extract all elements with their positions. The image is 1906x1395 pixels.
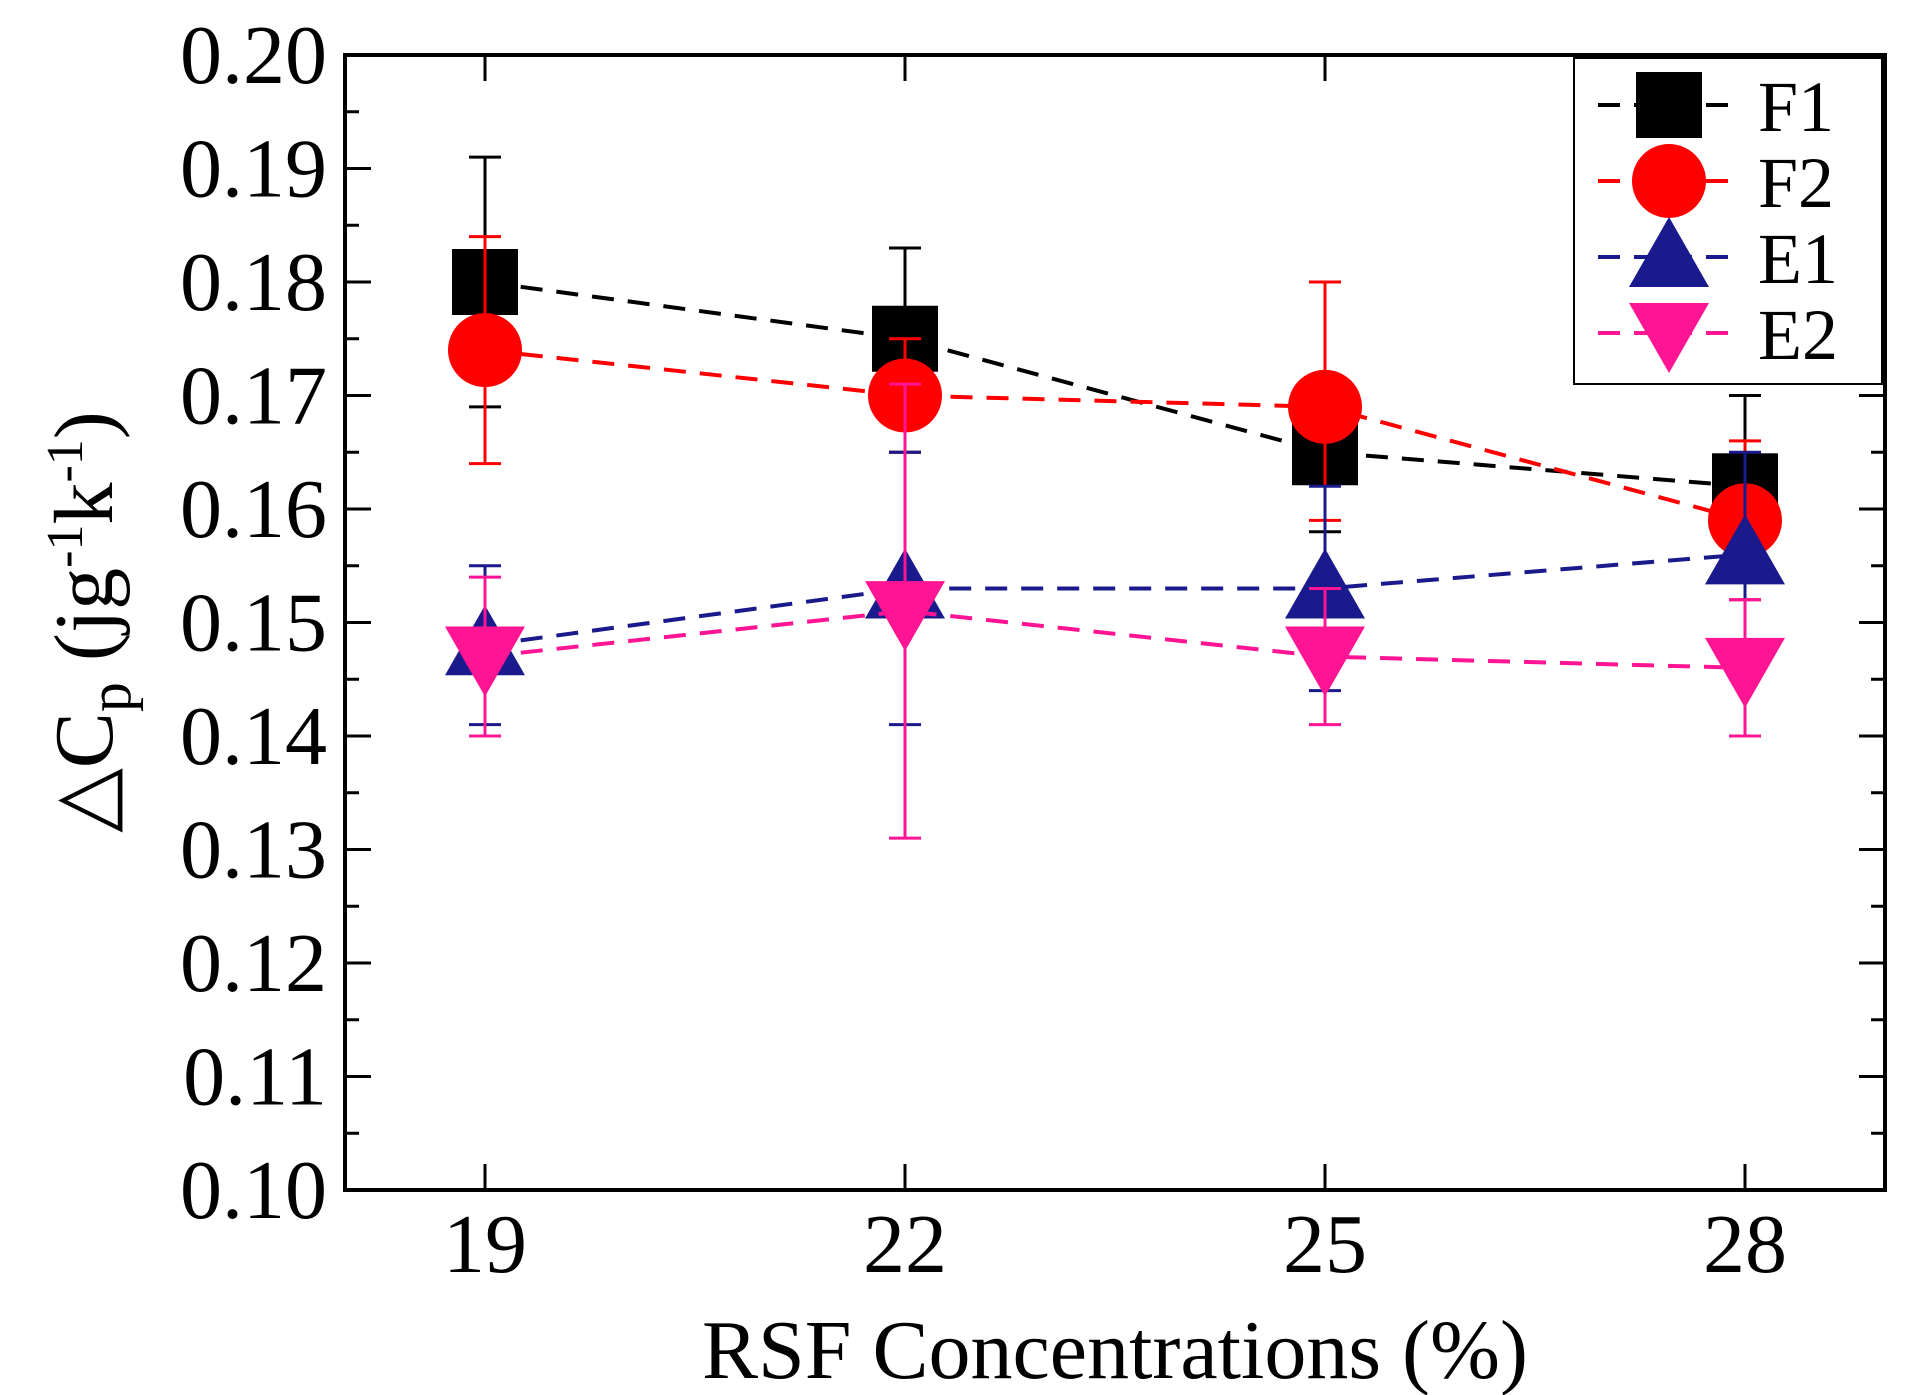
y-label-open: (jg — [38, 568, 131, 682]
y-tick-label: 0.19 — [180, 123, 327, 216]
data-point — [1705, 514, 1785, 585]
series-line — [484, 552, 1746, 648]
data-point — [1285, 548, 1365, 619]
y-tick-label: 0.18 — [180, 236, 327, 329]
data-point — [865, 581, 945, 652]
y-label-sup2: -1 — [37, 439, 94, 482]
data-point — [448, 313, 522, 388]
data-point — [1288, 369, 1362, 444]
y-tick-label: 0.14 — [180, 690, 327, 783]
series-line — [484, 280, 1746, 489]
legend-item-F2: F2 — [1598, 143, 1834, 223]
y-tick-label: 0.11 — [183, 1031, 327, 1124]
legend-label: F1 — [1758, 67, 1834, 147]
y-tick-label: 0.13 — [180, 804, 327, 897]
legend-label: E1 — [1758, 219, 1838, 299]
x-tick-label: 22 — [863, 1198, 947, 1291]
y-label-sup1: -1 — [37, 525, 94, 568]
y-axis-label: △Cp (jg-1k-1) — [37, 411, 143, 833]
y-label-mid: k — [38, 483, 131, 525]
y-label-prefix: △C — [38, 712, 131, 833]
series-E1 — [445, 450, 1785, 727]
legend-item-E2: E2 — [1598, 295, 1838, 375]
y-tick-label: 0.10 — [180, 1144, 327, 1237]
legend-label: E2 — [1758, 295, 1838, 375]
x-axis-label: RSF Concentrations (%) — [702, 1304, 1528, 1395]
series-line — [484, 609, 1746, 670]
x-tick-label: 28 — [1703, 1198, 1787, 1291]
y-label-sub: p — [77, 682, 143, 712]
legend-marker — [1636, 72, 1702, 138]
y-tick-label: 0.17 — [180, 350, 327, 443]
y-tick-label: 0.12 — [180, 917, 327, 1010]
legend-marker — [1632, 144, 1706, 218]
legend-marker — [1629, 303, 1709, 373]
series-layer — [445, 155, 1785, 840]
legend-label: F2 — [1758, 143, 1834, 223]
legend-marker — [1629, 217, 1709, 287]
tick-labels: 0.10 0.11 0.12 0.13 0.14 0.15 0.16 0.17 0.18 0.19… — [180, 9, 1787, 1291]
data-point — [445, 626, 525, 697]
legend-item-E1: E1 — [1598, 217, 1838, 299]
series-E2 — [445, 382, 1785, 840]
series-line — [484, 348, 1746, 523]
x-tick-label: 25 — [1283, 1198, 1367, 1291]
data-point — [1705, 637, 1785, 708]
data-point — [1285, 626, 1365, 697]
legend-box — [1573, 57, 1883, 385]
y-label-close: ) — [38, 411, 131, 439]
y-axis-label-group: △Cp (jg-1k-1) — [37, 411, 143, 833]
y-tick-label: 0.15 — [180, 577, 327, 670]
x-tick-label: 19 — [443, 1198, 527, 1291]
y-tick-label: 0.16 — [180, 463, 327, 556]
legend-item-F1: F1 — [1598, 67, 1834, 147]
y-tick-label: 0.20 — [180, 9, 327, 102]
